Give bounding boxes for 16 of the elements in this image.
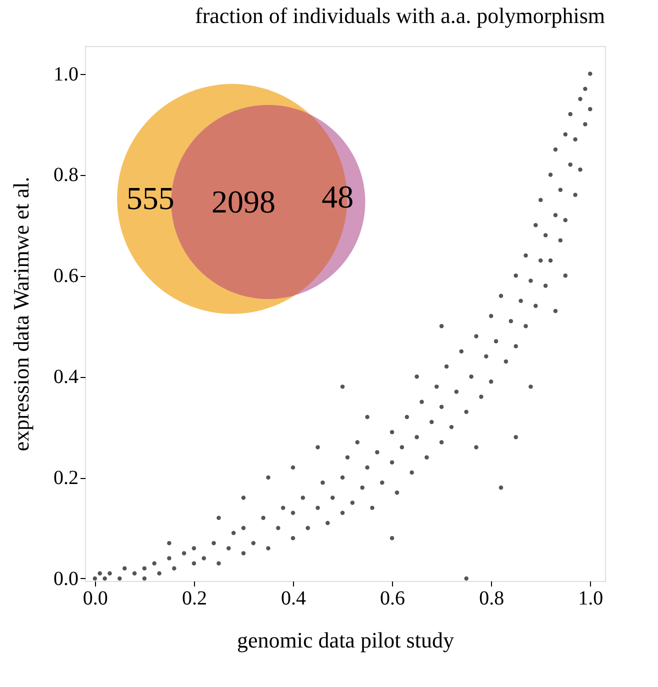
y-tick-label: 0.2 [54,467,78,490]
y-axis-title: expression data Warimwe et al. [8,176,34,452]
x-tick-label: 0.6 [380,588,406,610]
x-tick-label: 0.0 [82,588,108,610]
venn-diagram: 555 2098 48 [126,178,354,220]
x-tick-label: 0.2 [182,588,207,610]
y-tick-label: 0.8 [54,164,78,186]
chart-title: fraction of individuals with a.a. polymorphism [195,3,605,28]
y-tick-label: 0.4 [54,366,78,388]
x-axis-title: genomic data pilot study [237,628,454,652]
y-tick-label: 1.0 [54,63,78,86]
x-tick-label: 0.8 [479,588,504,610]
y-tick-label: 0.0 [54,568,78,590]
x-tick-label: 0.4 [281,588,306,610]
x-tick-label: 1.0 [578,588,604,610]
y-tick-label: 0.6 [54,265,78,288]
